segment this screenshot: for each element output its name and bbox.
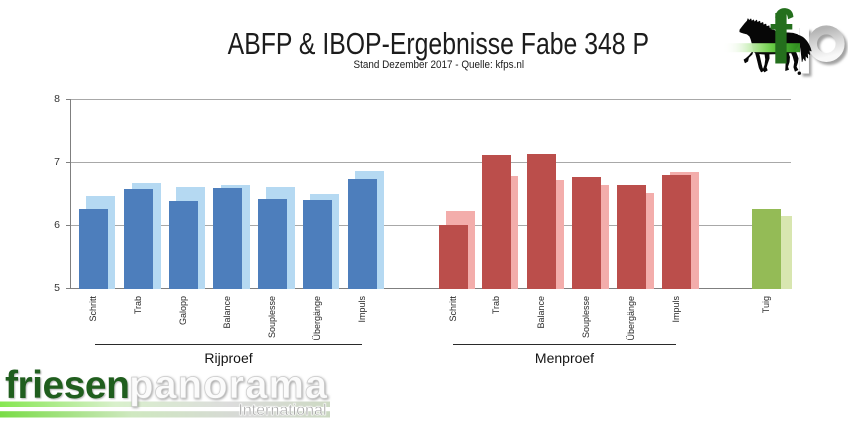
svg-text:panorama: panorama <box>129 363 328 407</box>
svg-text:friesen: friesen <box>5 364 129 407</box>
svg-text:International: International <box>238 402 326 419</box>
